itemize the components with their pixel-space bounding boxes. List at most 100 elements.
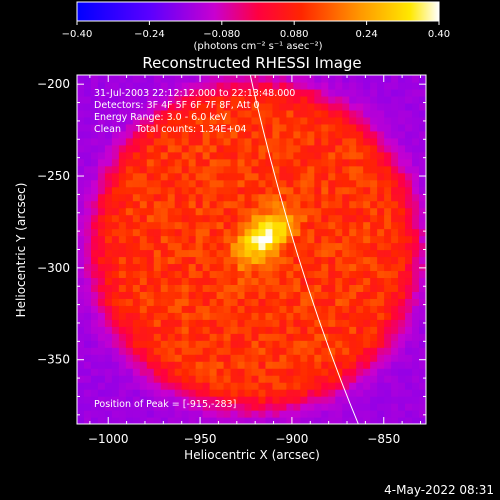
heatmap-cell [153, 88, 162, 97]
heatmap-cell [230, 186, 239, 195]
heatmap-cell [286, 410, 294, 418]
heatmap-cell [391, 298, 399, 306]
heatmap-cell [139, 172, 148, 181]
heatmap-cell [307, 235, 315, 244]
heatmap-cell [258, 186, 267, 195]
heatmap-cell [202, 389, 211, 397]
heatmap-cell [265, 109, 274, 118]
heatmap-cell [202, 242, 211, 251]
heatmap-cell [300, 389, 308, 397]
heatmap-cell [111, 130, 120, 139]
heatmap-cell [314, 270, 322, 279]
heatmap-cell [279, 270, 287, 279]
heatmap-cell [286, 277, 294, 285]
heatmap-cell [286, 270, 294, 279]
annotation-block: 31-Jul-2003 22:12:12.000 to 22:13:48.000… [94, 88, 295, 410]
heatmap-cell [230, 158, 239, 167]
heatmap-cell [258, 403, 267, 411]
heatmap-cell [377, 186, 385, 195]
heatmap-cell [153, 200, 162, 209]
heatmap-cell [97, 81, 106, 90]
heatmap-cell [391, 228, 399, 237]
heatmap-cell [258, 200, 267, 209]
heatmap-cell [146, 130, 155, 139]
heatmap-cell [153, 326, 162, 334]
heatmap-cell [391, 403, 399, 411]
heatmap-cell [111, 144, 120, 153]
heatmap-cell [363, 319, 371, 327]
heatmap-cell [181, 144, 190, 153]
heatmap-cell [181, 333, 190, 341]
heatmap-cell [251, 109, 260, 118]
heatmap-cell [118, 389, 127, 397]
heatmap-cell [405, 263, 413, 272]
heatmap-cell [153, 137, 162, 146]
heatmap-cell [286, 347, 294, 355]
heatmap-cell [230, 277, 239, 285]
heatmap-cell [279, 298, 287, 306]
heatmap-cell [384, 81, 392, 90]
heatmap-cell [125, 410, 134, 418]
heatmap-cell [118, 193, 127, 202]
heatmap-cell [139, 186, 148, 195]
heatmap-cell [167, 312, 176, 320]
heatmap-cell [167, 109, 176, 118]
heatmap-cell [370, 123, 378, 132]
annotation-time-range: 31-Jul-2003 22:12:12.000 to 22:13:48.000 [94, 88, 295, 99]
heatmap-cell [202, 200, 211, 209]
heatmap-cell [132, 312, 141, 320]
heatmap-cell [286, 312, 294, 320]
heatmap-cell [118, 403, 127, 411]
heatmap-cell [342, 270, 350, 279]
heatmap-cell [265, 403, 274, 411]
heatmap-cell [251, 158, 260, 167]
heatmap-cell [356, 207, 364, 216]
heatmap-cell [398, 228, 406, 237]
heatmap-cell [202, 326, 211, 334]
heatmap-cell [293, 305, 301, 313]
heatmap-cell [342, 137, 350, 146]
heatmap-cell [314, 221, 322, 230]
heatmap-cell [209, 193, 218, 202]
heatmap-cell [356, 235, 364, 244]
heatmap-cell [230, 144, 239, 153]
heatmap-cell [181, 298, 190, 306]
heatmap-cell [321, 193, 329, 202]
heatmap-cell [377, 361, 385, 369]
heatmap-cell [139, 207, 148, 216]
heatmap-cell [230, 298, 239, 306]
heatmap-cell [146, 235, 155, 244]
heatmap-cell [412, 214, 420, 223]
heatmap-cell [419, 277, 426, 285]
heatmap-cell [286, 109, 294, 118]
heatmap-cell [146, 207, 155, 216]
heatmap-cell [370, 186, 378, 195]
heatmap-cell [356, 242, 364, 251]
heatmap-cell [230, 179, 239, 188]
heatmap-cell [153, 291, 162, 299]
heatmap-cell [97, 109, 106, 118]
heatmap-cell [174, 123, 183, 132]
heatmap-cell [293, 81, 301, 90]
heatmap-cell [370, 326, 378, 334]
heatmap-cell [300, 179, 308, 188]
heatmap-cell [391, 193, 399, 202]
heatmap-cell [188, 270, 197, 279]
heatmap-cell [335, 361, 343, 369]
heatmap-cell [111, 298, 120, 306]
heatmap-cell [77, 158, 85, 167]
heatmap-cell [272, 333, 281, 341]
heatmap-cell [97, 207, 106, 216]
heatmap-cell [335, 403, 343, 411]
heatmap-cell [181, 137, 190, 146]
heatmap-cell [111, 81, 120, 90]
heatmap-cell [90, 396, 99, 404]
heatmap-cell [314, 263, 322, 272]
heatmap-cell [139, 249, 148, 258]
heatmap-cell [258, 214, 267, 223]
heatmap-cell [132, 347, 141, 355]
heatmap-cell [223, 284, 232, 292]
heatmap-cell [237, 263, 246, 272]
heatmap-cell [174, 263, 183, 272]
heatmap-cell [167, 361, 176, 369]
